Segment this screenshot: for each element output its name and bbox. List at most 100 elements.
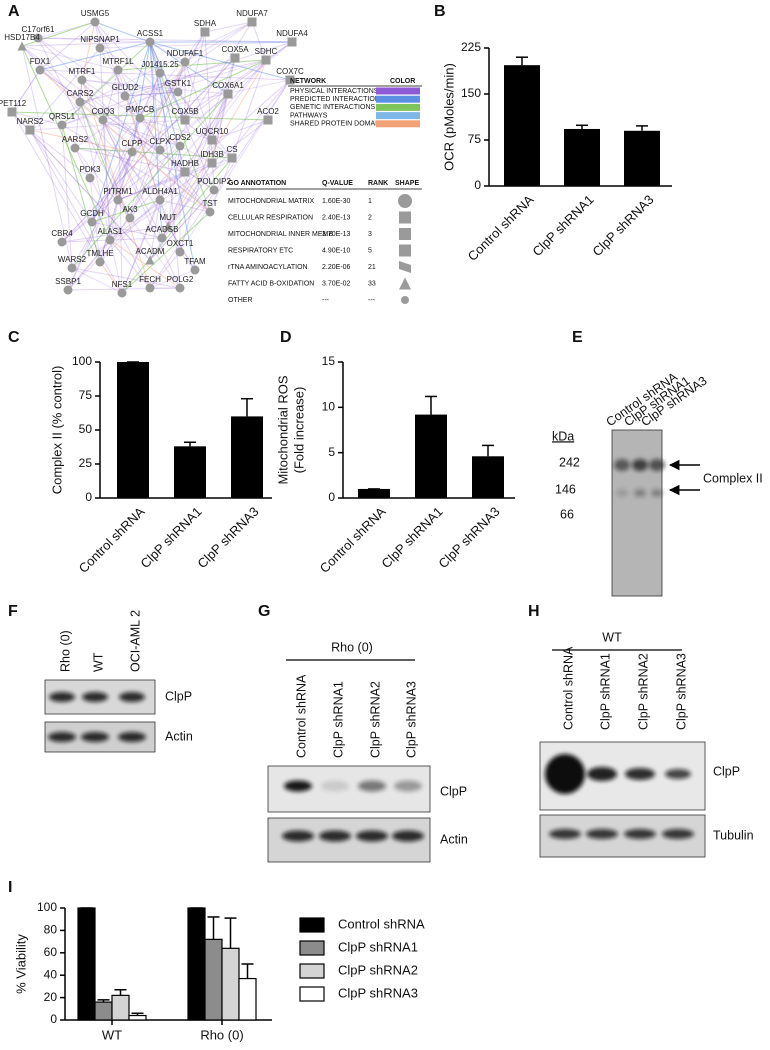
y-tick-label: 40 [44,967,58,981]
table-cell: RESPIRATORY ETC [228,247,293,254]
band-label: ClpP [165,689,192,703]
node-label: MTRF1 [69,67,96,76]
network-edge [117,59,267,71]
legend-color [376,95,420,103]
network-node [57,120,67,130]
network-edge [71,93,229,269]
node-label: WARS2 [58,255,87,264]
network-node [87,217,97,227]
node-label: ALAS1 [98,227,123,236]
node-label: PITRM1 [103,187,133,196]
network-edge [184,93,229,173]
node-label: UQCR10 [196,127,229,136]
error-bar [425,395,437,415]
bar [472,456,504,498]
node-label: SSBP1 [55,277,81,286]
network-node [261,55,271,65]
network-node [63,285,73,295]
table-shape [398,194,412,208]
node-label: NARS2 [17,117,44,126]
blot-band [284,780,312,792]
y-axis-label: % Viability [13,934,28,994]
bar [77,907,96,1021]
x-tick-label: Rho (0) [200,1027,243,1042]
network-edge [121,199,161,294]
node-label: NFS1 [112,280,133,289]
network-node [7,107,17,117]
network-edge [117,162,213,201]
network-edge [74,147,131,219]
legend-swatch [299,940,325,956]
network-edge [117,69,123,294]
network-edge [67,59,267,291]
bar [94,1001,113,1021]
node-label: OXCT1 [167,239,194,248]
network-edge [81,79,163,239]
network-edge [184,79,291,173]
network-node [247,17,257,27]
mw-marker: 66 [560,507,574,521]
network-node [155,195,165,205]
node-label: USMG5 [81,9,110,18]
mw-marker: 242 [559,455,580,469]
network-node [70,143,80,153]
network-edge [99,47,179,93]
legend-swatch [299,963,325,979]
network-edge [102,79,291,121]
network-edge [161,59,267,239]
network-edge [121,211,211,294]
node-label: CDS2 [169,133,191,142]
network-edge [129,149,161,219]
network-edge [21,21,96,47]
network-edge [29,21,253,131]
table-cell: 1 [368,198,372,205]
y-tick-label: 50 [79,422,93,436]
network-node [135,113,145,123]
network-edge [124,95,161,201]
legend-item: PATHWAYS [290,112,328,119]
network-edge [61,124,101,263]
bar [231,416,263,498]
table-cell: 2.20E-06 [322,264,351,271]
table-cell: 3 [368,231,372,238]
network-node [175,283,185,293]
y-axis-label: Complex II (% control) [49,366,64,495]
network-node [145,37,155,47]
lane-label: WT [91,652,105,672]
network-node [105,235,115,245]
network-edge [99,47,111,241]
network-node [90,17,100,27]
error-bar [114,989,127,996]
network-node [57,237,67,247]
network-edge [177,91,233,159]
network-edge [184,21,253,63]
table-shape [399,277,411,290]
network-edge [21,41,151,47]
network-edge [124,91,179,97]
node-label: NDUFA7 [236,9,268,18]
y-tick-label: 75 [468,132,482,146]
blot-band [665,769,691,779]
y-axis-label: OCR (pMoles/min) [441,63,456,171]
table-cell: 5 [368,247,372,254]
network-edge [149,41,163,239]
network-edge [37,37,131,219]
network-edge [61,57,236,243]
network-edge [204,21,253,33]
blot-band [49,692,75,702]
table-shape [399,211,411,224]
blot-band [634,489,646,497]
y-tick-label: 150 [461,86,481,100]
y-tick-label: 75 [79,388,93,402]
panel-label: B [434,3,446,20]
network-edge [29,47,101,131]
table-cell: OTHER [228,297,253,304]
table-cell: 2 [368,214,372,221]
network-node [163,221,173,231]
band-label: Complex II [703,471,763,485]
network-edge [102,119,111,241]
network-edge [11,111,101,263]
y-tick-label: 100 [37,900,57,914]
network-edge [67,171,186,291]
node-label: NDUFA4 [276,29,308,38]
